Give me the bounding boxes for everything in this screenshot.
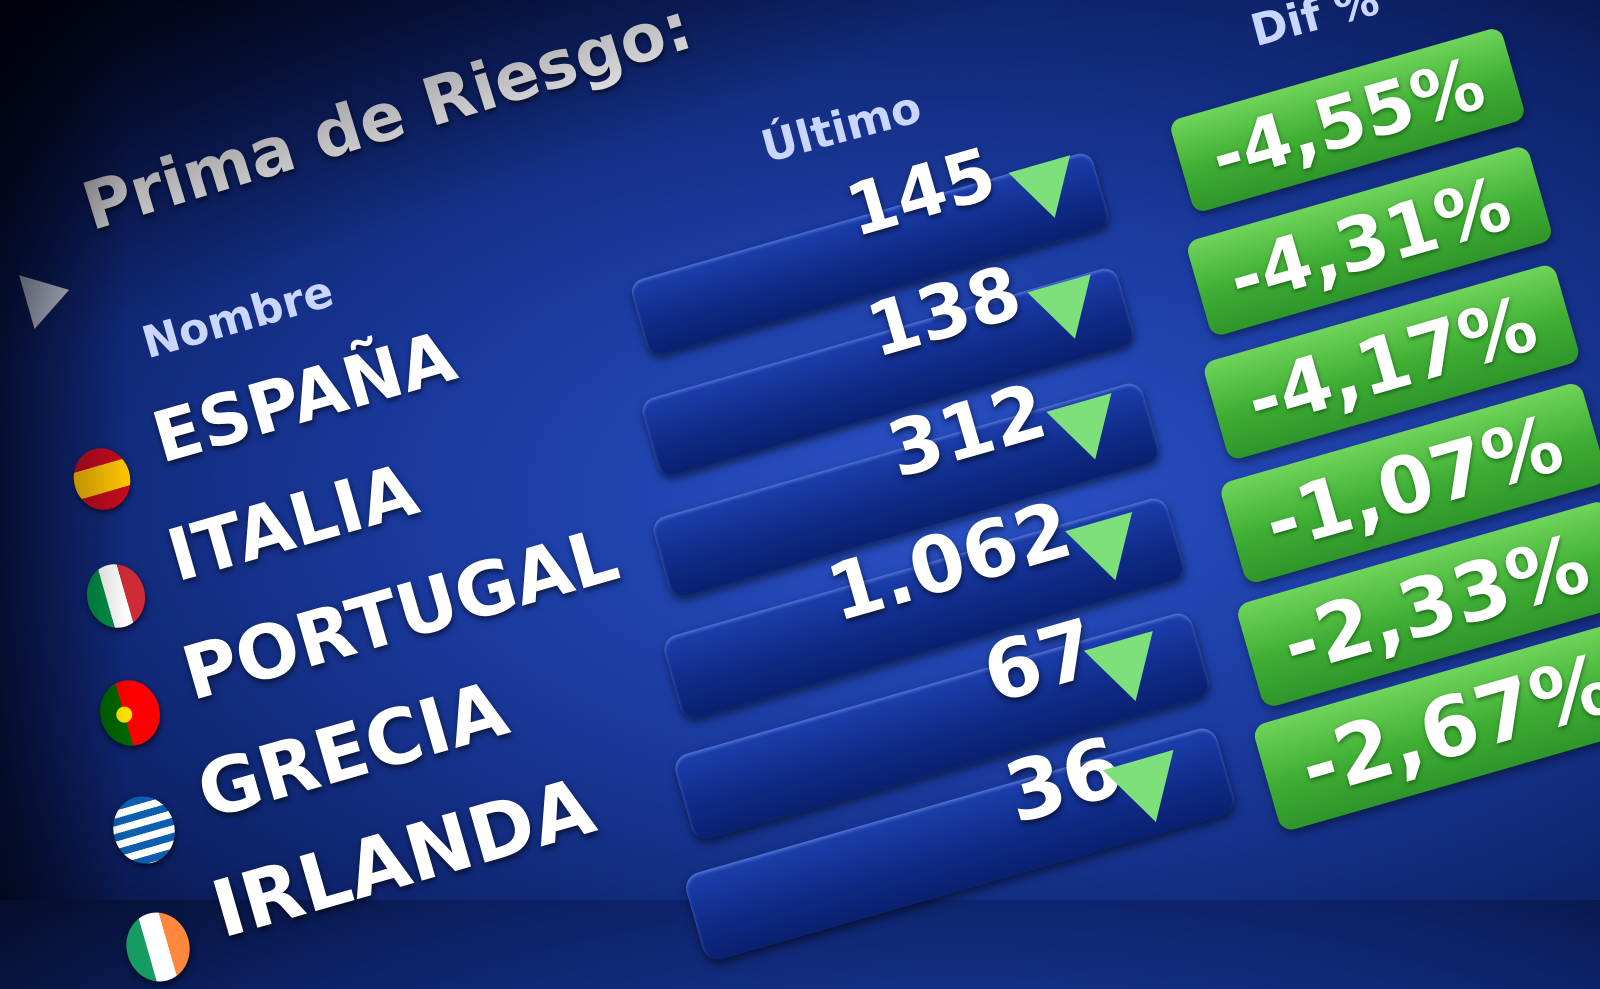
board-title: Prima de Riesgo: (73, 0, 701, 246)
greece-flag-icon (105, 789, 183, 871)
ireland-flag-icon (118, 904, 198, 989)
portugal-flag-icon (92, 673, 168, 753)
play-arrow-icon (19, 263, 77, 329)
italy-flag-icon (79, 557, 153, 635)
row-name: ITALIA (158, 447, 427, 599)
spain-flag-icon (66, 441, 138, 517)
header-diff: Dif % (1245, 0, 1385, 57)
header-name: Nombre (136, 266, 340, 370)
